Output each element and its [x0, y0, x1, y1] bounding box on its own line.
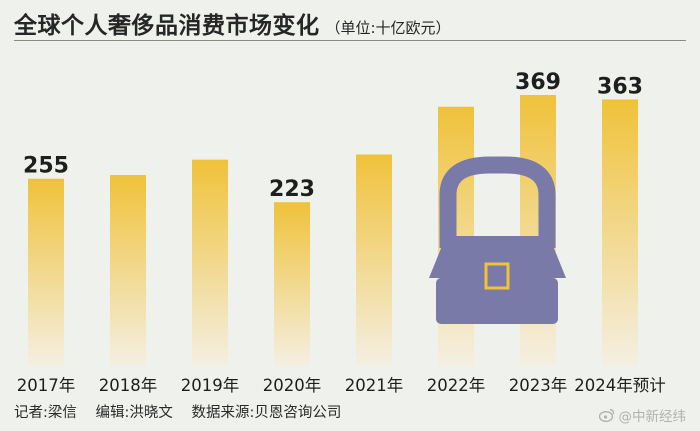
weibo-icon: [598, 408, 614, 422]
editor-credit: 编辑:洪晓文: [95, 405, 173, 421]
chart-header: 全球个人奢侈品消费市场变化 （单位:十亿欧元）: [14, 6, 451, 42]
watermark-text: @中新经纬: [618, 409, 687, 425]
data-label-2023年: 369: [515, 70, 561, 95]
handbag-handle: [439, 156, 556, 248]
handbag-clasp: [484, 262, 510, 290]
bar-2017年: [28, 178, 64, 366]
data-label-2020年: 223: [269, 177, 315, 202]
data-label-2024年预计: 363: [597, 74, 643, 99]
x-tick-label-2024年预计: 2024年预计: [574, 376, 666, 395]
credits: 记者:梁信 编辑:洪晓文 数据来源:贝恩咨询公司: [14, 401, 355, 422]
x-tick-label-2020年: 2020年: [263, 376, 322, 395]
title-divider: [14, 40, 686, 41]
source-credit: 数据来源:贝恩咨询公司: [191, 405, 342, 421]
unit-label: （单位:十亿欧元）: [325, 19, 451, 37]
reporter-credit: 记者:梁信: [14, 405, 77, 421]
chart-title: 全球个人奢侈品消费市场变化: [14, 13, 320, 39]
watermark: @中新经纬: [598, 405, 687, 425]
x-tick-label-2021年: 2021年: [345, 376, 404, 395]
bar-2021年: [356, 154, 392, 366]
bar-2018年: [110, 175, 146, 366]
x-tick-label-2017年: 2017年: [17, 376, 76, 395]
bar-2019年: [192, 159, 228, 366]
bar-2020年: [274, 202, 310, 366]
x-tick-label-2022年: 2022年: [427, 376, 486, 395]
data-label-2017年: 255: [23, 154, 69, 179]
x-tick-label-2018年: 2018年: [99, 376, 158, 395]
handbag-illustration: [429, 156, 566, 324]
bar-2024年预计: [602, 99, 638, 367]
x-tick-label-2023年: 2023年: [509, 376, 568, 395]
handbag-body: [436, 278, 558, 324]
x-tick-label-2019年: 2019年: [181, 376, 240, 395]
handbag-flap: [429, 236, 566, 278]
